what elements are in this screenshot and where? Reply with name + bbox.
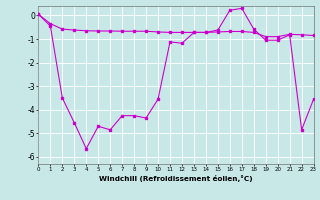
X-axis label: Windchill (Refroidissement éolien,°C): Windchill (Refroidissement éolien,°C) xyxy=(99,175,253,182)
